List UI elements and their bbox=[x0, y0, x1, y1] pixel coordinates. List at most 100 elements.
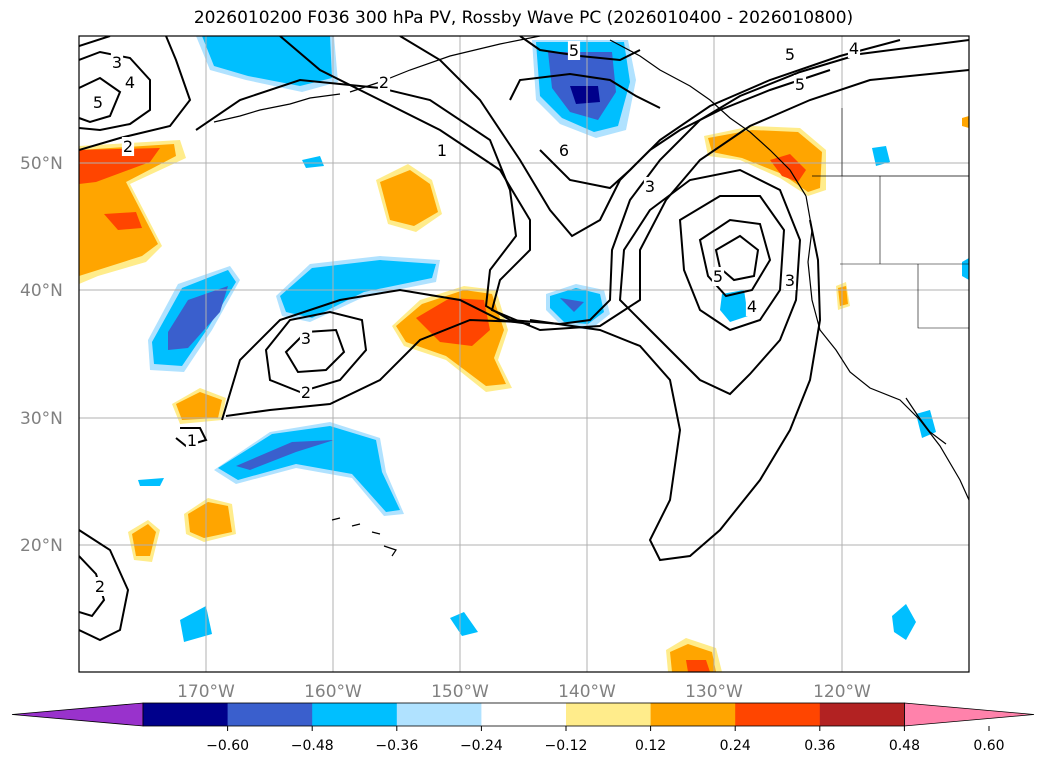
colorbar-tick-label: 0.60 bbox=[973, 738, 1004, 754]
north-america-coast bbox=[805, 195, 969, 501]
contour-label-background bbox=[121, 137, 135, 156]
baja-peninsula bbox=[905, 397, 947, 445]
negative-anomaly-region bbox=[962, 258, 969, 280]
contour-label-background bbox=[435, 141, 449, 160]
contour-label: 1 bbox=[437, 141, 447, 160]
coastlines bbox=[213, 36, 969, 557]
negative-anomaly-region bbox=[560, 298, 584, 312]
contour-label-background bbox=[557, 141, 571, 160]
colorbar-tick-label: −0.48 bbox=[291, 738, 334, 754]
lon-label: 160°W bbox=[304, 682, 362, 702]
contour-label-background bbox=[91, 93, 105, 112]
state-borders bbox=[840, 108, 969, 329]
contour-label: 3 bbox=[301, 329, 311, 348]
negative-anomaly-region bbox=[202, 36, 332, 86]
contour-line bbox=[279, 36, 969, 332]
colorbar-segment bbox=[650, 703, 736, 726]
contour-line bbox=[225, 318, 521, 417]
contour-line bbox=[284, 328, 346, 374]
contour-label-background bbox=[377, 73, 391, 92]
negative-anomaly-region bbox=[916, 410, 936, 438]
contour-label: 4 bbox=[849, 39, 859, 58]
contour-line bbox=[529, 219, 822, 562]
contour-label: 3 bbox=[112, 53, 122, 72]
contour-label: 3 bbox=[645, 177, 655, 196]
contour-label: 1 bbox=[187, 431, 197, 450]
lat-label: 50°N bbox=[20, 154, 63, 174]
contour-label-background bbox=[643, 177, 657, 196]
rossby-wave-contours bbox=[79, 36, 969, 642]
colorbar-tick-label: −0.36 bbox=[375, 738, 418, 754]
contour-line bbox=[79, 529, 130, 642]
contour-label-background bbox=[93, 577, 107, 596]
positive-anomaly-region bbox=[686, 660, 710, 672]
contour-line bbox=[399, 36, 901, 238]
colorbar-frame bbox=[142, 702, 905, 727]
contour-line bbox=[175, 427, 208, 448]
colorbar-tick-label: 0.36 bbox=[804, 738, 835, 754]
positive-anomaly-region bbox=[838, 286, 848, 306]
contour-label-background bbox=[745, 297, 759, 316]
colorbar-tick-label: −0.60 bbox=[206, 738, 249, 754]
contour-line bbox=[509, 72, 661, 109]
colorbar-extend-max bbox=[904, 702, 1035, 727]
contour-label: 5 bbox=[795, 75, 805, 94]
colorbar-segment bbox=[735, 703, 821, 726]
colorbar-tick-labels: −0.60 −0.48 −0.36 −0.24 −0.12 0.12 0.24 0.36 0.4… bbox=[206, 738, 1004, 754]
colorbar-tick-label: 0.48 bbox=[889, 738, 920, 754]
alaska-coastline bbox=[349, 36, 541, 93]
contour-label: 5 bbox=[713, 267, 723, 286]
longitude-labels: 170°W 160°W 150°W 140°W 130°W 120°W bbox=[177, 682, 871, 702]
contour-label-background bbox=[299, 329, 313, 348]
contour-line bbox=[698, 218, 772, 298]
contour-label-background bbox=[711, 267, 725, 286]
contour-label-background bbox=[783, 271, 797, 290]
contour-line bbox=[221, 288, 531, 421]
contour-label: 6 bbox=[559, 141, 569, 160]
lon-label: 130°W bbox=[685, 682, 743, 702]
contour-label-background bbox=[783, 45, 797, 64]
negative-anomaly-region bbox=[450, 612, 478, 636]
lat-label: 20°N bbox=[20, 536, 63, 556]
negative-anomaly-region bbox=[720, 290, 748, 322]
negative-anomaly-region bbox=[280, 260, 436, 318]
positive-anomaly-region bbox=[188, 502, 232, 538]
lat-label: 40°N bbox=[20, 281, 63, 301]
negative-anomaly-region bbox=[218, 426, 400, 512]
negative-anomaly-region bbox=[570, 86, 600, 104]
contour-label: 2 bbox=[301, 383, 311, 402]
contour-label: 5 bbox=[569, 41, 579, 60]
contour-label-background bbox=[793, 75, 807, 94]
negative-anomaly-region bbox=[180, 606, 212, 642]
contour-line bbox=[79, 36, 111, 47]
negative-anomaly-region bbox=[892, 604, 916, 640]
contour-line bbox=[79, 555, 106, 618]
colorbar-tick-label: 0.12 bbox=[635, 738, 666, 754]
positive-anomaly-region bbox=[176, 392, 222, 420]
contour-line bbox=[79, 50, 151, 132]
lat-label: 30°N bbox=[20, 409, 63, 429]
positive-anomaly-region bbox=[132, 524, 156, 556]
contour-label: 2 bbox=[379, 73, 389, 92]
positive-anomaly-region bbox=[380, 170, 438, 226]
colorbar-extend-min bbox=[11, 702, 144, 727]
contour-label: 2 bbox=[95, 577, 105, 596]
pv-anomaly-fills bbox=[79, 36, 969, 672]
contour-label-background bbox=[299, 383, 313, 402]
negative-anomaly-region bbox=[168, 286, 228, 350]
contour-label-background bbox=[847, 39, 861, 58]
contour-label: 4 bbox=[125, 73, 135, 92]
lon-label: 150°W bbox=[431, 682, 489, 702]
contour-line bbox=[678, 195, 786, 332]
contour-label: 5 bbox=[93, 93, 103, 112]
positive-anomaly-region bbox=[79, 148, 160, 184]
graticule bbox=[79, 36, 969, 672]
colorbar-segment bbox=[143, 703, 229, 726]
contour-line bbox=[195, 39, 969, 326]
latitude-labels: 50°N 40°N 30°N 20°N bbox=[20, 154, 63, 556]
negative-anomaly-region bbox=[236, 440, 334, 470]
contour-line bbox=[539, 69, 831, 190]
lon-label: 120°W bbox=[813, 682, 871, 702]
colorbar-segment bbox=[481, 703, 567, 726]
colorbar-segment bbox=[819, 703, 905, 726]
